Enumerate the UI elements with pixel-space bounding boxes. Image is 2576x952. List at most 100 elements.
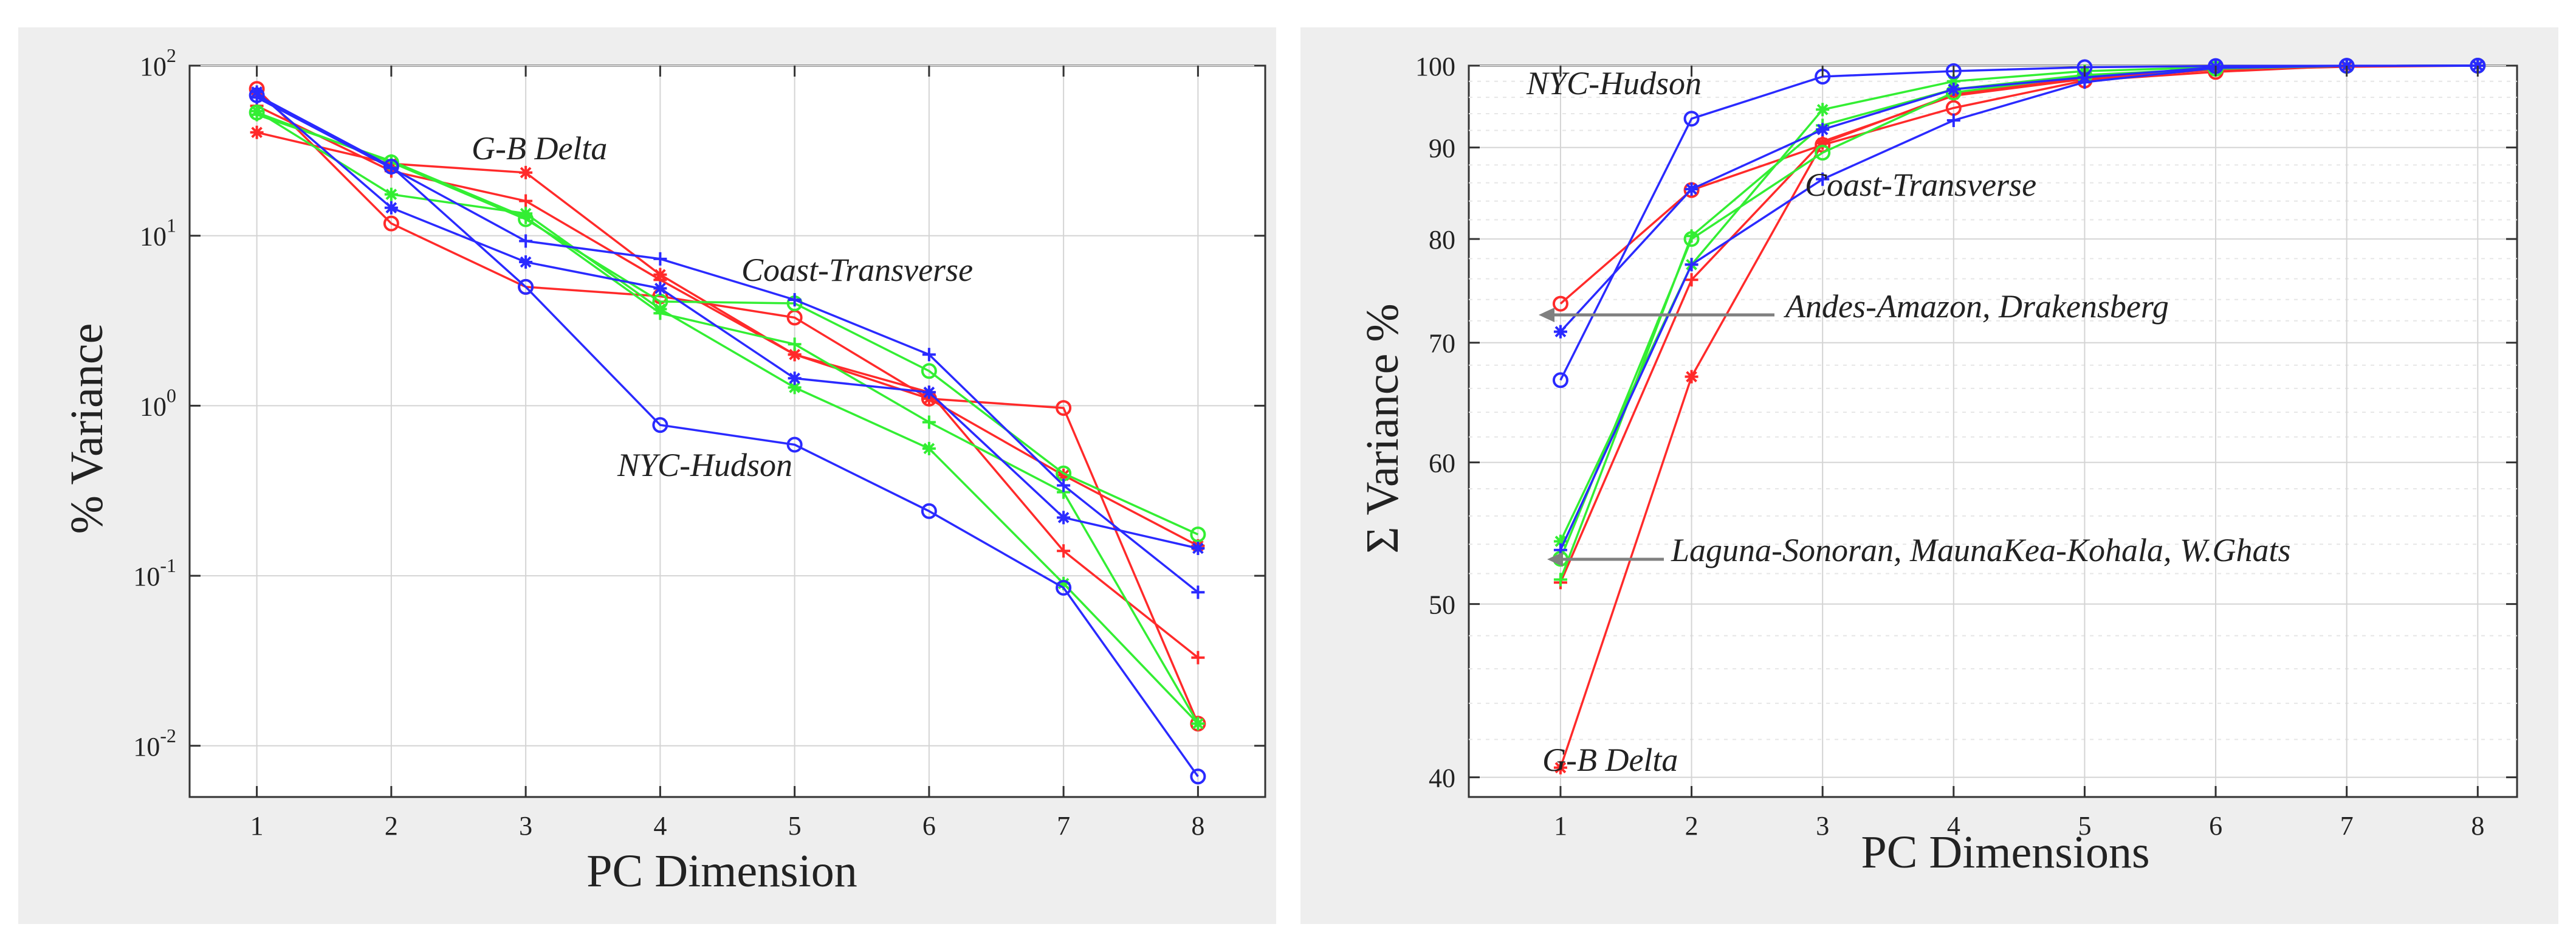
data-point-blue-star xyxy=(788,371,802,385)
data-point-red-plus xyxy=(519,194,533,208)
data-point-blue-star xyxy=(250,85,264,99)
data-point-green-star xyxy=(653,302,667,316)
x-tick-label: 2 xyxy=(1685,811,1698,841)
data-point-blue-star xyxy=(1057,511,1071,525)
data-point-blue-plus xyxy=(1057,478,1071,492)
y-tick-label: 50 xyxy=(1429,590,1455,620)
right-y-axis: 40 50 60 70 80 90 100 xyxy=(1415,52,2517,793)
series-line-blue-star xyxy=(1559,64,2478,333)
data-point-blue-circle xyxy=(1683,111,1700,127)
data-point-red-star xyxy=(1816,136,1830,150)
right-chart: 1 2 3 4 5 6 7 8 40 50 60 70 80 90 100 PC Dimensions Σ… xyxy=(1357,52,2518,878)
left-plot-area xyxy=(188,64,1266,798)
left-annotation-coast-transverse: Coast-Transverse xyxy=(741,252,973,288)
data-point-red-plus xyxy=(1057,544,1071,558)
data-point-green-plus xyxy=(922,415,936,429)
right-plot-area xyxy=(1468,64,2518,798)
y-tick-label: 100 xyxy=(140,384,176,421)
left-annotation-nyc-hudson: NYC-Hudson xyxy=(617,447,792,483)
series-green-star xyxy=(250,104,1205,731)
data-point-blue-star xyxy=(1816,123,1830,137)
x-tick-label: 4 xyxy=(653,811,667,841)
data-point-green-star xyxy=(1553,534,1567,548)
x-tick-label: 8 xyxy=(2471,811,2484,841)
x-tick-label: 5 xyxy=(2078,811,2091,841)
x-tick-label: 7 xyxy=(1057,811,1070,841)
left-x-axis: 1 2 3 4 5 6 7 8 xyxy=(250,66,1204,841)
data-point-blue-plus xyxy=(653,252,667,266)
data-point-blue-star xyxy=(653,281,667,295)
data-point-red-star xyxy=(1685,370,1698,384)
series-blue-star xyxy=(250,85,1205,555)
y-tick-label: 90 xyxy=(1429,134,1455,164)
data-point-blue-circle xyxy=(921,503,937,519)
right-annotation-coast-transverse: Coast-Transverse xyxy=(1805,167,2036,203)
series-line-blue-star xyxy=(256,91,1198,550)
x-tick-label: 8 xyxy=(1191,811,1204,841)
right-y-axis-label: Σ Variance % xyxy=(1357,303,1408,553)
data-point-blue-star xyxy=(384,201,398,215)
data-point-red-star xyxy=(788,348,802,362)
x-tick-label: 1 xyxy=(1554,811,1567,841)
right-x-axis-label: PC Dimensions xyxy=(1861,827,2149,878)
series-line-red-circle xyxy=(256,88,1200,724)
right-annotation-laguna-maunakea-wghats: Laguna-Sonoran, MaunaKea-Kohala, W.Ghats xyxy=(1671,532,2291,568)
data-point-blue-circle xyxy=(652,417,668,433)
data-point-blue-plus xyxy=(922,348,936,362)
data-point-blue-circle xyxy=(1945,63,1962,79)
data-point-blue-plus xyxy=(1946,113,1960,127)
x-tick-label: 4 xyxy=(1947,811,1960,841)
series-line-blue-circle xyxy=(256,94,1199,778)
left-y-axis-label: % Variance xyxy=(61,323,112,534)
y-tick-label: 101 xyxy=(140,215,176,252)
series-line-blue-plus xyxy=(256,96,1199,593)
right-annotation-andes-drakensberg: Andes-Amazon, Drakensberg xyxy=(1784,288,2169,325)
data-point-green-plus xyxy=(788,337,802,351)
x-tick-label: 3 xyxy=(519,811,532,841)
series-line-green-star xyxy=(256,110,1199,725)
data-point-red-star xyxy=(1553,761,1567,774)
data-point-blue-plus xyxy=(1685,258,1698,272)
right-arrowhead-andes-drakensberg xyxy=(1539,308,1554,322)
y-tick-label: 60 xyxy=(1429,449,1455,478)
data-point-green-plus xyxy=(1553,573,1567,587)
data-point-green-circle xyxy=(1815,145,1831,161)
data-point-blue-star xyxy=(2078,71,2092,85)
data-point-green-star xyxy=(384,187,398,201)
data-point-blue-plus xyxy=(519,234,533,248)
right-arrowhead-laguna-maunakea-wghats xyxy=(1547,552,1563,567)
x-tick-label: 2 xyxy=(385,811,398,841)
data-point-green-star xyxy=(519,207,533,221)
data-point-red-star xyxy=(1057,468,1071,482)
data-point-red-star xyxy=(250,125,264,139)
y-tick-label: 10-1 xyxy=(133,554,176,592)
y-tick-label: 40 xyxy=(1429,764,1455,793)
data-point-green-star xyxy=(1816,103,1830,117)
data-point-green-circle xyxy=(921,363,937,379)
x-tick-label: 6 xyxy=(2209,811,2222,841)
data-point-red-circle xyxy=(1056,400,1072,416)
data-point-blue-circle xyxy=(1552,372,1568,388)
data-point-blue-circle xyxy=(1056,579,1072,596)
data-point-green-star xyxy=(1946,74,1960,88)
x-tick-label: 5 xyxy=(788,811,802,841)
data-point-blue-star xyxy=(1191,541,1205,555)
y-tick-label: 102 xyxy=(140,44,176,81)
data-point-blue-plus xyxy=(384,161,398,175)
right-annotation-nyc-hudson: NYC-Hudson xyxy=(1526,65,1702,102)
data-point-green-circle xyxy=(1190,526,1206,543)
left-grid xyxy=(190,65,1265,797)
data-point-red-plus xyxy=(1191,650,1205,664)
data-point-blue-star xyxy=(922,385,936,399)
left-annotation-gb-delta: G-B Delta xyxy=(472,130,607,167)
x-tick-label: 6 xyxy=(922,811,936,841)
right-x-axis: 1 2 3 4 5 6 7 8 xyxy=(1554,66,2484,841)
data-point-blue-plus xyxy=(1191,585,1205,599)
data-point-red-plus xyxy=(1685,273,1698,287)
data-point-red-circle xyxy=(1552,295,1568,312)
data-point-red-star xyxy=(519,165,533,179)
series-line-green-circle xyxy=(256,111,1199,536)
data-point-blue-star xyxy=(1685,182,1698,196)
